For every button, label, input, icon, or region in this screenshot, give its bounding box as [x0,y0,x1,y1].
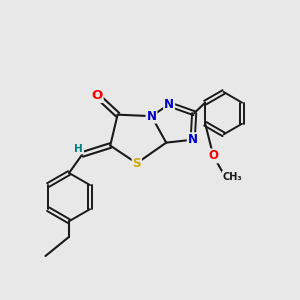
Text: S: S [133,157,141,170]
Text: CH₃: CH₃ [223,172,242,182]
Text: O: O [208,149,218,162]
Text: H: H [74,143,83,154]
Text: O: O [92,89,103,102]
Text: N: N [188,133,198,146]
Text: N: N [146,110,157,123]
Text: N: N [164,98,174,111]
